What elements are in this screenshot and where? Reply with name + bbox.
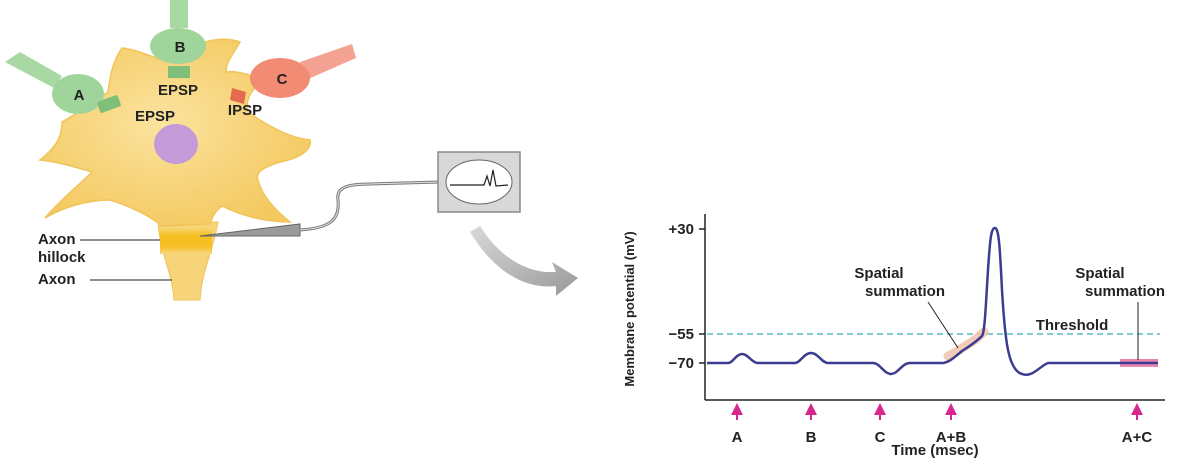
summation-highlight-ab [943, 327, 989, 361]
oscilloscope-trace [450, 169, 509, 187]
stimulus-label-b: B [806, 429, 817, 446]
stimulus-label-a: A [732, 429, 743, 446]
recording-setup [199, 151, 578, 296]
y-tick-label-30: +30 [669, 221, 694, 238]
terminal-b-label: B [175, 39, 186, 56]
synaptic-terminal-c [230, 44, 356, 104]
y-tick-neg70: −70 [669, 355, 705, 372]
synaptic-terminal-b [150, 0, 206, 78]
curved-arrow [470, 226, 578, 296]
threshold-label: Threshold [1036, 317, 1109, 334]
summation-label-1-line2: summation [865, 283, 945, 300]
epsp-label-a: EPSP [135, 108, 175, 125]
y-tick-neg55: −55 [669, 326, 705, 343]
stimulus-b: B [805, 403, 817, 446]
neuron: A B C EPSP EPSP IPSP Axon hillock Axon [5, 0, 356, 301]
stimulus-a: A [731, 403, 743, 446]
membrane-potential-trace [707, 226, 1158, 377]
terminal-c-label: C [277, 71, 288, 88]
y-tick-30: +30 [669, 221, 705, 238]
membrane-potential-graph: Membrane potential (mV) Time (msec) +30 … [622, 214, 1165, 459]
receptor-a [97, 95, 121, 113]
stimulus-a-plus-b: A+B [936, 403, 967, 446]
receptor-b [168, 66, 190, 78]
stimulus-a-plus-c: A+C [1122, 403, 1153, 446]
electrode-wire [299, 180, 441, 232]
stimulus-label-c: C [875, 429, 886, 446]
synaptic-terminal-a [5, 52, 121, 114]
axon-hillock [160, 228, 212, 254]
oscilloscope-screen [445, 159, 513, 205]
y-tick-label-neg70: −70 [669, 355, 694, 372]
nucleus [154, 124, 198, 164]
summation-leader-1 [927, 301, 959, 349]
receptor-c [230, 88, 246, 104]
x-axis-label: Time (msec) [891, 442, 978, 459]
axon-hillock-label-line1: Axon [38, 231, 76, 248]
summation-label-2-line2: summation [1085, 283, 1165, 300]
axon-label: Axon [38, 271, 76, 288]
y-axis-label: Membrane potential (mV) [622, 231, 637, 386]
summation-label-2-line1: Spatial [1075, 265, 1124, 282]
terminal-a-label: A [74, 87, 85, 104]
axon-hillock-label-line2: hillock [38, 249, 86, 266]
y-tick-label-neg55: −55 [669, 326, 694, 343]
summation-label-1-line1: Spatial [854, 265, 903, 282]
stimulus-label-a-plus-b: A+B [936, 429, 967, 446]
stimulus-c: C [874, 403, 886, 446]
ipsp-label: IPSP [228, 102, 262, 119]
epsp-label-b: EPSP [158, 82, 198, 99]
stimulus-label-a-plus-c: A+C [1122, 429, 1153, 446]
